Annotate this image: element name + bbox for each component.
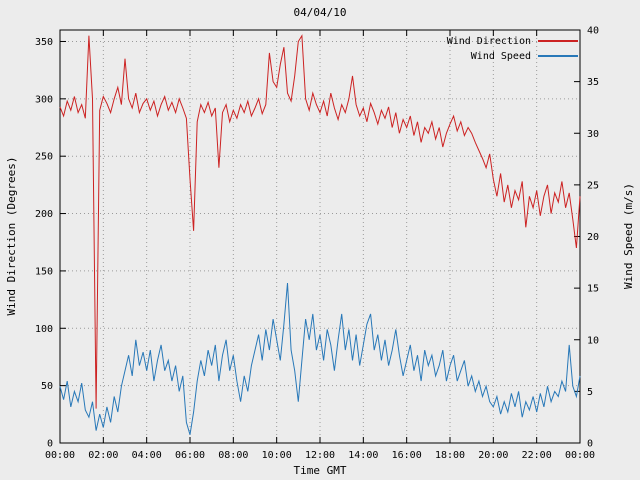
svg-text:40: 40 xyxy=(587,26,599,37)
chart-title: 04/04/10 xyxy=(293,6,347,19)
legend-item-wind-direction: Wind Direction xyxy=(447,35,578,47)
svg-text:00:00: 00:00 xyxy=(565,450,595,461)
svg-text:250: 250 xyxy=(35,152,53,163)
svg-text:08:00: 08:00 xyxy=(218,450,248,461)
svg-text:10:00: 10:00 xyxy=(262,450,292,461)
svg-text:02:00: 02:00 xyxy=(88,450,118,461)
svg-text:12:00: 12:00 xyxy=(305,450,335,461)
legend-label-wind-speed: Wind Speed xyxy=(470,50,531,62)
x-axis-label: Time GMT xyxy=(293,464,347,477)
svg-text:20: 20 xyxy=(587,232,599,243)
svg-text:15: 15 xyxy=(587,284,599,295)
svg-text:20:00: 20:00 xyxy=(478,450,508,461)
legend-item-wind-speed: Wind Speed xyxy=(447,50,578,62)
svg-text:35: 35 xyxy=(587,77,599,88)
svg-text:0: 0 xyxy=(47,439,53,450)
svg-text:350: 350 xyxy=(35,37,53,48)
svg-text:0: 0 xyxy=(587,439,593,450)
svg-text:18:00: 18:00 xyxy=(435,450,465,461)
svg-text:16:00: 16:00 xyxy=(392,450,422,461)
legend-line-wind-direction xyxy=(538,40,578,42)
svg-text:14:00: 14:00 xyxy=(348,450,378,461)
svg-text:04:00: 04:00 xyxy=(132,450,162,461)
chart-legend: Wind Direction Wind Speed xyxy=(447,35,578,62)
svg-text:5: 5 xyxy=(587,387,593,398)
svg-text:00:00: 00:00 xyxy=(45,450,75,461)
svg-text:30: 30 xyxy=(587,129,599,140)
svg-text:150: 150 xyxy=(35,266,53,277)
svg-text:06:00: 06:00 xyxy=(175,450,205,461)
svg-text:200: 200 xyxy=(35,209,53,220)
legend-line-wind-speed xyxy=(538,55,578,57)
svg-text:22:00: 22:00 xyxy=(522,450,552,461)
svg-text:25: 25 xyxy=(587,180,599,191)
svg-text:10: 10 xyxy=(587,335,599,346)
legend-label-wind-direction: Wind Direction xyxy=(446,35,531,47)
svg-text:300: 300 xyxy=(35,94,53,105)
svg-text:50: 50 xyxy=(41,381,53,392)
svg-text:100: 100 xyxy=(35,324,53,335)
